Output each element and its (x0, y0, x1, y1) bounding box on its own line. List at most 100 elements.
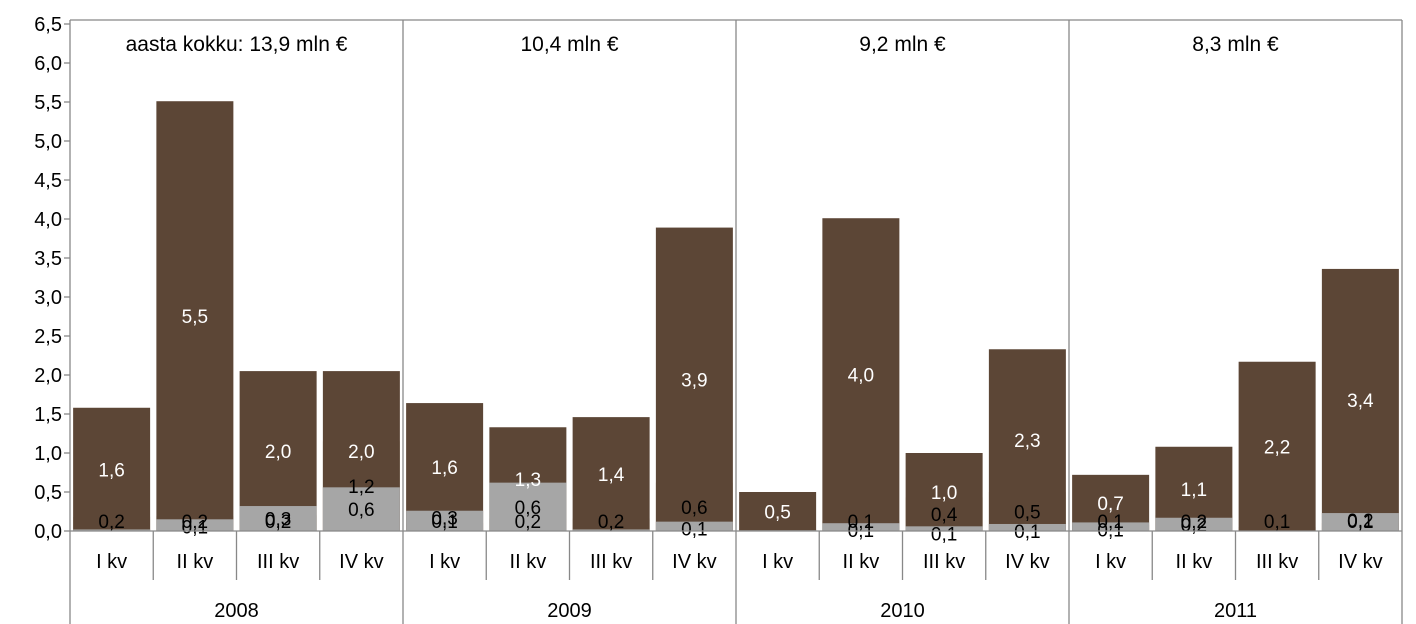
data-label: 0,1 (681, 520, 707, 541)
y-tick-label: 5,5 (34, 92, 62, 114)
bar-segment (905, 453, 983, 531)
plot-frame (70, 19, 1403, 624)
year-total-annotation: 9,2 mln € (859, 33, 946, 56)
bar-segment (73, 407, 151, 531)
data-label: 0,1 (1097, 512, 1123, 533)
bar-segment (239, 506, 317, 531)
year-label: 2008 (214, 600, 259, 622)
data-label: 0,5 (1014, 503, 1040, 524)
y-axis: 0,0 0,5 1,0 1,5 2,0 2,5 3,0 3,5 4,0 4,5 5,0 5,5 6,0 6… (34, 14, 71, 543)
bar-segment (739, 492, 817, 531)
data-label: 0,6 (515, 498, 541, 519)
data-label: 1,3 (515, 470, 541, 491)
year-label: 2009 (547, 600, 592, 622)
y-tick-label: 6,0 (34, 53, 62, 75)
data-label: 2,2 (1264, 437, 1290, 458)
quarter-label: III kv (257, 551, 299, 573)
bar-segment (1155, 517, 1233, 531)
quarter-label: I kv (96, 551, 127, 573)
quarter-label: II kv (510, 551, 547, 573)
data-label: 3,9 (681, 370, 707, 391)
y-tick-label: 1,5 (34, 404, 62, 426)
data-label: 0,2 (1181, 512, 1207, 533)
bar-segment (1155, 446, 1233, 531)
data-label: 2,3 (1014, 431, 1040, 452)
bar-segment (1238, 361, 1316, 531)
data-label: 1,1 (1181, 480, 1207, 501)
data-label: 0,1 (1264, 512, 1290, 533)
quarter-label: I kv (762, 551, 793, 573)
data-label: 1,4 (598, 465, 625, 486)
quarter-label: IV kv (1005, 551, 1049, 573)
bar-segment (156, 101, 234, 531)
data-label: 0,5 (764, 503, 790, 524)
bar-segment (239, 371, 317, 531)
data-label: 0,1 (431, 512, 457, 533)
data-label: 2,0 (348, 442, 374, 463)
bars (73, 101, 1399, 531)
year-label: 2010 (880, 600, 925, 622)
y-tick-label: 3,0 (34, 287, 62, 309)
quarter-label: IV kv (1338, 551, 1382, 573)
bar-segment (1072, 522, 1150, 531)
bar-segment (406, 403, 484, 531)
bar-segment (406, 510, 484, 531)
bar-segment (988, 349, 1066, 531)
data-label: 0,1 (1014, 522, 1040, 543)
quarter-label: II kv (1176, 551, 1213, 573)
bar-segment (655, 227, 733, 531)
data-label: 2,0 (265, 442, 291, 463)
x-axis: I kv II kv III kv IV kv 2008 I kv II kv III kv I… (69, 530, 1402, 624)
data-label: 0,1 (848, 521, 874, 542)
bar-segment (822, 523, 900, 531)
bar-segment (1321, 268, 1399, 531)
bar-segment (988, 523, 1066, 531)
data-label: 4,0 (848, 366, 874, 387)
y-tick-label: 3,5 (34, 248, 62, 270)
bar-segment (1072, 474, 1150, 531)
quarter-label: I kv (429, 551, 460, 573)
y-tick-label: 4,0 (34, 209, 62, 231)
data-label: 0,1 (848, 512, 874, 533)
data-label: 0,1 (1347, 512, 1373, 533)
bar-segment (822, 218, 900, 531)
year-label: 2011 (1214, 600, 1257, 622)
data-label: 5,5 (182, 307, 208, 328)
y-tick-label: 6,5 (34, 14, 62, 36)
y-tick-label: 2,0 (34, 365, 62, 387)
data-label: 0,2 (182, 512, 208, 533)
data-label: 0,7 (1097, 494, 1123, 515)
bar-segment (489, 482, 567, 531)
quarter-label: IV kv (339, 551, 383, 573)
data-label: 0,2 (1181, 516, 1207, 537)
year-total-annotations: aasta kokku: 13,9 mln € 10,4 mln € 9,2 mln… (126, 33, 1279, 56)
data-label: 0,2 (265, 512, 291, 533)
bar-segment (905, 526, 983, 531)
bar-segment (572, 417, 650, 531)
y-tick-label: 5,0 (34, 131, 62, 153)
y-tick-label: 0,5 (34, 482, 62, 504)
data-label: 0,3 (265, 510, 291, 531)
y-tick-label: 2,5 (34, 326, 62, 348)
quarter-label: IV kv (672, 551, 716, 573)
quarter-label: III kv (590, 551, 632, 573)
data-label: 0,4 (931, 505, 958, 526)
y-tick-label: 1,0 (34, 443, 62, 465)
data-label: 0,2 (598, 512, 624, 533)
year-total-annotation: 10,4 mln € (520, 33, 618, 56)
data-label: 1,6 (98, 460, 124, 481)
quarter-label: II kv (843, 551, 880, 573)
data-label: 1,0 (931, 483, 957, 504)
quarter-label: II kv (177, 551, 214, 573)
bar-segment (73, 529, 151, 531)
data-label: 0,1 (931, 524, 957, 545)
data-label: 0,2 (1347, 511, 1373, 532)
data-label: 0,3 (431, 509, 457, 530)
year-total-annotation: 8,3 mln € (1192, 33, 1279, 56)
bar-segment (572, 529, 650, 531)
data-label: 0,1 (182, 517, 208, 538)
data-label: 0,2 (98, 512, 124, 533)
quarter-label: I kv (1095, 551, 1126, 573)
data-label: 0,6 (681, 498, 707, 519)
